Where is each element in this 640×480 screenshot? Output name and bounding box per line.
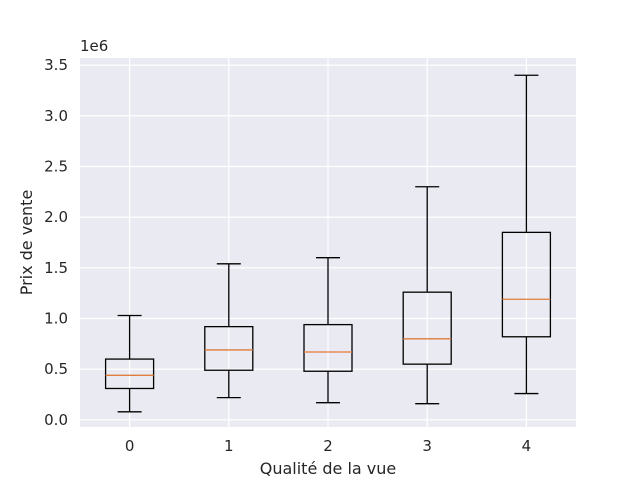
box-iqr — [303, 323, 353, 372]
y-tick-label: 2.5 — [44, 157, 68, 175]
y-axis-label: Prix de vente — [17, 190, 36, 296]
y-tick-label: 3.0 — [44, 107, 68, 125]
x-tick-label: 3 — [422, 437, 432, 455]
y-tick-label: 2.0 — [44, 208, 68, 226]
x-tick-label: 0 — [125, 437, 135, 455]
y-tick-label: 1.0 — [44, 310, 68, 328]
box-0 — [104, 314, 155, 413]
x-axis-label: Qualité de la vue — [260, 459, 397, 478]
box-3 — [402, 186, 452, 405]
y-tick-label: 0.5 — [44, 360, 68, 378]
x-tick-label: 1 — [224, 437, 234, 455]
y-tick-label: 3.5 — [44, 56, 68, 74]
x-tick-label: 2 — [323, 437, 333, 455]
x-tick-label: 4 — [522, 437, 532, 455]
box-iqr — [104, 358, 155, 390]
box-iqr — [402, 291, 452, 365]
boxes — [104, 74, 552, 413]
box-iqr — [501, 231, 552, 338]
box-1 — [204, 263, 254, 399]
y-tick-label: 0.0 — [44, 411, 68, 429]
box-iqr — [204, 325, 254, 371]
box-2 — [303, 257, 353, 404]
tick-labels: 0.0 0.5 1.0 1.5 2.0 2.5 3.0 3.5 0 1 2 3 4 — [44, 56, 531, 455]
y-tick-label: 1.5 — [44, 259, 68, 277]
box-4 — [501, 74, 552, 395]
y-offset-label: 1e6 — [80, 37, 108, 55]
